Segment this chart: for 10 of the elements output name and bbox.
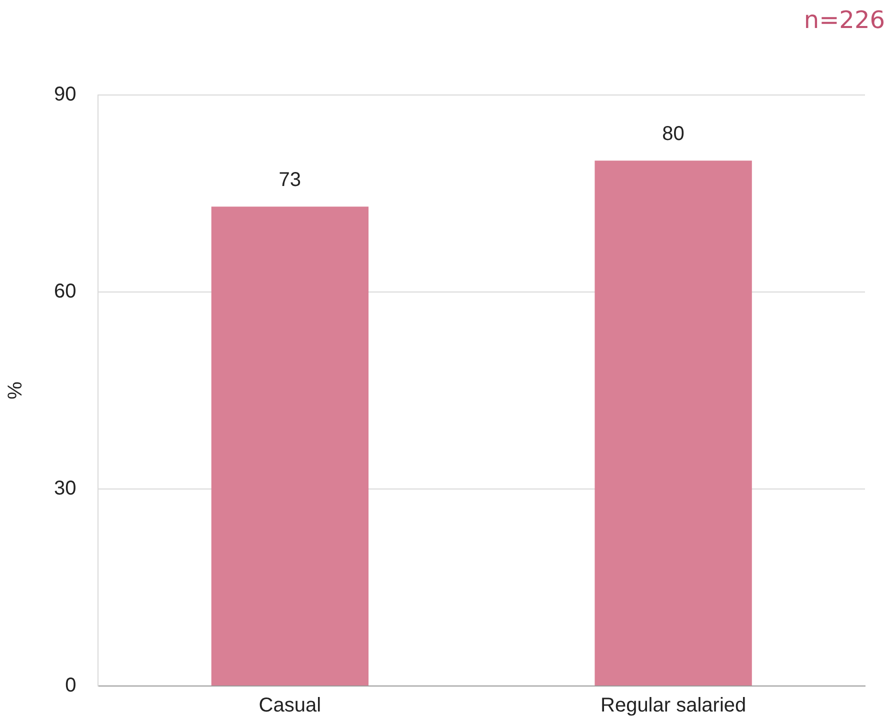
x-tick-label: Regular salaried	[600, 694, 746, 717]
data-label: 80	[662, 123, 684, 146]
data-label: 73	[278, 169, 302, 192]
text: n=226	[804, 6, 885, 34]
x-tick-label: Casual	[258, 694, 322, 717]
y-tick-label: 0	[65, 674, 76, 697]
y-tick-label: 30	[54, 478, 76, 500]
y-axis-title: %	[4, 381, 27, 400]
y-tick-label: 60	[54, 280, 76, 303]
y-tick-label: 90	[54, 84, 76, 106]
